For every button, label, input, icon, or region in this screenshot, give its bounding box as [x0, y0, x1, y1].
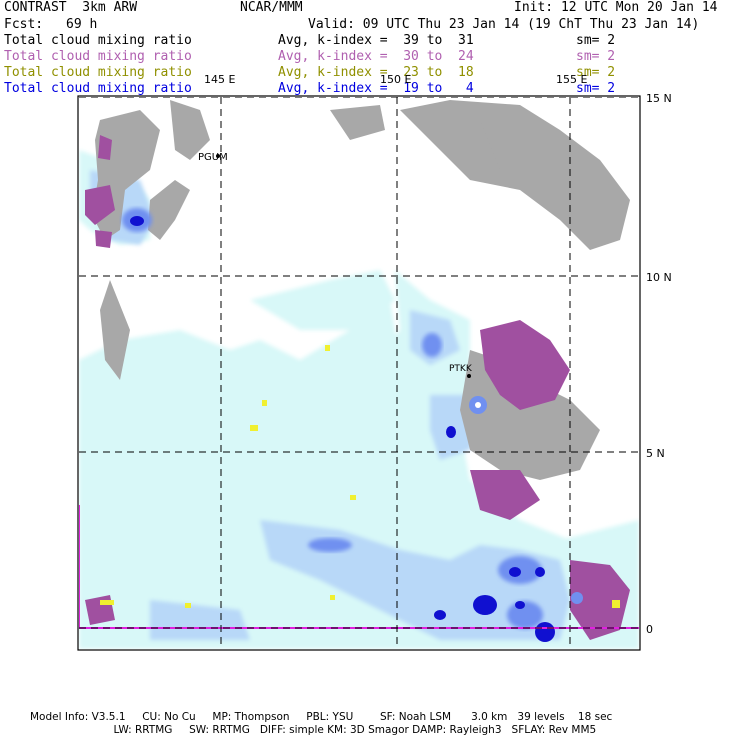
valid-time: Valid: 09 UTC Thu 23 Jan 14 (19 ChT Thu … — [308, 17, 700, 32]
station-label-ptkk: PTKK — [449, 364, 472, 374]
legend-range-label: Avg, k-index = 39 to 31 — [278, 33, 474, 48]
station-marker-pgum — [216, 154, 220, 158]
model-info-line2: LW: RRTMG SW: RRTMG DIFF: simple KM: 3D … — [30, 724, 597, 736]
lon-label-150: 150 E — [380, 73, 412, 86]
legend-smoothing-label: sm= 2 — [576, 49, 616, 64]
legend-field-label: Total cloud mixing ratio — [4, 81, 192, 96]
map-frame — [77, 95, 641, 651]
lat-label-0: 0 — [646, 623, 653, 636]
legend-range-label: Avg, k-index = 30 to 24 — [278, 49, 474, 64]
lat-label-5n: 5 N — [646, 447, 665, 460]
heavy-cloud-cores — [122, 208, 583, 642]
forecast-label: Fcst: — [4, 17, 44, 32]
legend-smoothing-label: sm= 2 — [576, 81, 616, 96]
legend-range-label: Avg, k-index = 23 to 18 — [278, 65, 474, 80]
model-info-line1: Model Info: V3.5.1 CU: No Cu MP: Thompso… — [30, 711, 613, 723]
purple-cloud-field — [85, 135, 630, 640]
lat-label-10n: 10 N — [646, 271, 672, 284]
lat-lon-grid — [79, 97, 639, 649]
station-marker-ptkk — [467, 374, 471, 378]
legend-smoothing-label: sm= 2 — [576, 65, 616, 80]
legend-field-label: Total cloud mixing ratio — [4, 33, 192, 48]
init-time: Init: 12 UTC Mon 20 Jan 14 — [514, 0, 718, 15]
legend-field-label: Total cloud mixing ratio — [4, 65, 192, 80]
org-label: NCAR/MMM — [240, 0, 303, 15]
legend-field-label: Total cloud mixing ratio — [4, 49, 192, 64]
forecast-hours: 69 h — [66, 17, 98, 32]
lat-label-15n: 15 N — [646, 92, 672, 105]
model-title: CONTRAST 3km ARW — [4, 0, 138, 15]
legend-smoothing-label: sm= 2 — [576, 33, 616, 48]
lon-label-145: 145 E — [204, 73, 236, 86]
legend-range-label: Avg, k-index = 19 to 4 — [278, 81, 474, 96]
lon-label-155: 155 E — [556, 73, 588, 86]
station-label-pgum: PGUM — [198, 152, 228, 163]
yellow-cloud-spots — [100, 345, 620, 608]
